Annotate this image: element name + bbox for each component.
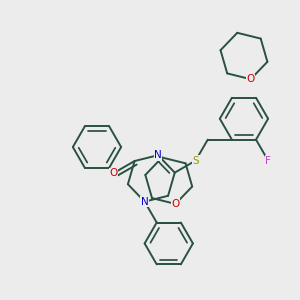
Text: O: O: [247, 74, 255, 84]
Text: N: N: [154, 150, 162, 160]
Text: O: O: [247, 74, 255, 84]
Text: S: S: [192, 155, 199, 166]
Text: N: N: [141, 196, 148, 207]
Text: O: O: [110, 168, 118, 178]
Text: F: F: [265, 155, 271, 166]
Text: O: O: [171, 199, 180, 209]
Text: O: O: [171, 199, 180, 209]
